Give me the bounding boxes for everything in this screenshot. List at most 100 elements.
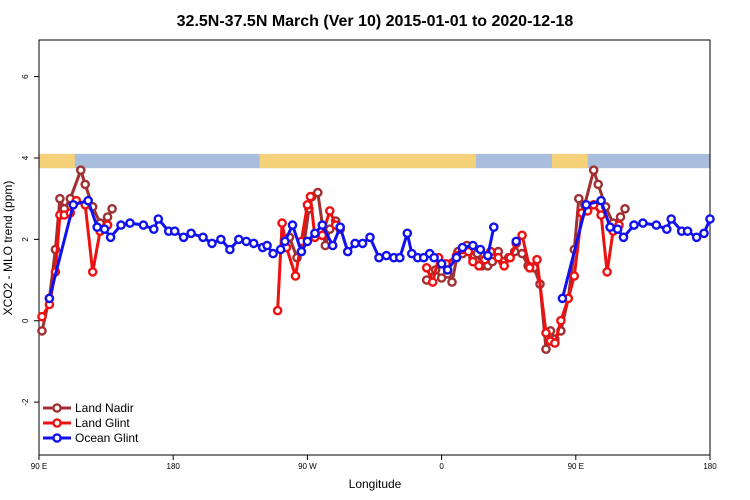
data-point [76, 165, 86, 175]
data-point [178, 232, 189, 243]
data-point [436, 258, 447, 269]
data-point [357, 238, 368, 249]
data-point [541, 328, 551, 338]
data-point [186, 228, 196, 239]
data-point [302, 199, 313, 210]
data-point [102, 212, 113, 222]
data-point [638, 218, 648, 228]
land-band-segment [39, 153, 75, 169]
y-axis-label: XCO2 - MLO trend (ppm) [1, 181, 15, 316]
data-point [569, 271, 580, 281]
data-point [80, 179, 90, 190]
data-point [44, 293, 55, 304]
y-tick-label: 0 [21, 318, 30, 323]
data-point [468, 240, 478, 251]
data-point [305, 191, 316, 202]
legend-marker [52, 403, 62, 413]
data-point [335, 222, 346, 232]
data-point [662, 224, 672, 234]
data-point [699, 228, 709, 239]
data-point [296, 246, 307, 257]
x-tick-label: 180 [167, 462, 181, 471]
land-band-segment [551, 153, 588, 169]
data-point [87, 267, 98, 277]
data-point [320, 240, 331, 251]
data-point [574, 193, 584, 204]
series-ocean-glint [44, 195, 715, 304]
data-point [268, 248, 278, 259]
data-point [541, 344, 551, 355]
data-point [550, 338, 560, 348]
data-point [280, 236, 290, 247]
x-tick-label: 0 [439, 462, 444, 471]
data-point [248, 238, 259, 249]
data-point [682, 226, 693, 236]
data-point [327, 240, 338, 251]
data-point [225, 244, 235, 255]
data-point [241, 236, 252, 247]
data-point [499, 260, 510, 271]
y-tick-label: -2 [21, 398, 30, 406]
data-point [148, 224, 159, 234]
data-point [153, 214, 164, 224]
data-point [290, 271, 301, 281]
data-point [275, 244, 286, 255]
data-point [317, 220, 328, 230]
data-point [169, 226, 180, 236]
land-band-segment [440, 153, 476, 169]
data-point [394, 252, 405, 263]
x-axis-label: Longitude [349, 477, 402, 491]
data-point [421, 262, 432, 273]
data-point [457, 242, 468, 253]
y-tick-label: 6 [21, 74, 30, 79]
data-point [99, 224, 110, 234]
y-tick-label: 4 [21, 155, 30, 160]
data-point [37, 311, 47, 322]
y-axis: -2 0 2 4 6 [21, 74, 39, 406]
data-point [581, 199, 592, 210]
data-point [691, 232, 702, 243]
data-point [365, 232, 375, 243]
data-point [138, 220, 149, 230]
data-point [116, 220, 126, 230]
data-point [511, 236, 522, 247]
legend-label: Land Nadir [75, 401, 134, 415]
data-point [524, 262, 535, 273]
data-point [488, 222, 499, 232]
data-point [342, 246, 353, 257]
x-axis: 90 E 180 90 W 0 90 E 180 [31, 455, 717, 471]
data-point [605, 222, 615, 232]
data-point [505, 252, 516, 263]
plot-area-frame [38, 39, 711, 456]
data-point [312, 187, 323, 198]
data-point [447, 277, 457, 287]
legend-marker [52, 433, 62, 443]
data-point [596, 195, 606, 206]
data-point [602, 267, 612, 277]
data-point [324, 206, 335, 216]
data-point [666, 214, 677, 224]
series-line [560, 199, 712, 299]
data-point [68, 199, 79, 210]
x-tick-label: 90 E [31, 462, 47, 471]
y-tick-label: 2 [21, 237, 30, 242]
data-point [474, 260, 484, 271]
data-point [310, 228, 320, 239]
data-point [381, 250, 392, 261]
data-point [92, 222, 102, 232]
data-point [618, 232, 629, 243]
data-point [588, 165, 599, 175]
chart-title: 32.5N-37.5N March (Ver 10) 2015-01-01 to… [177, 13, 574, 30]
data-point [442, 265, 453, 275]
data-point [427, 277, 438, 287]
data-point [37, 326, 47, 336]
data-point [374, 252, 384, 263]
data-point [620, 203, 630, 214]
data-point [277, 218, 287, 228]
data-point [629, 220, 639, 230]
data-point [451, 252, 462, 263]
data-point [302, 236, 313, 247]
land-ocean-band [39, 153, 710, 169]
